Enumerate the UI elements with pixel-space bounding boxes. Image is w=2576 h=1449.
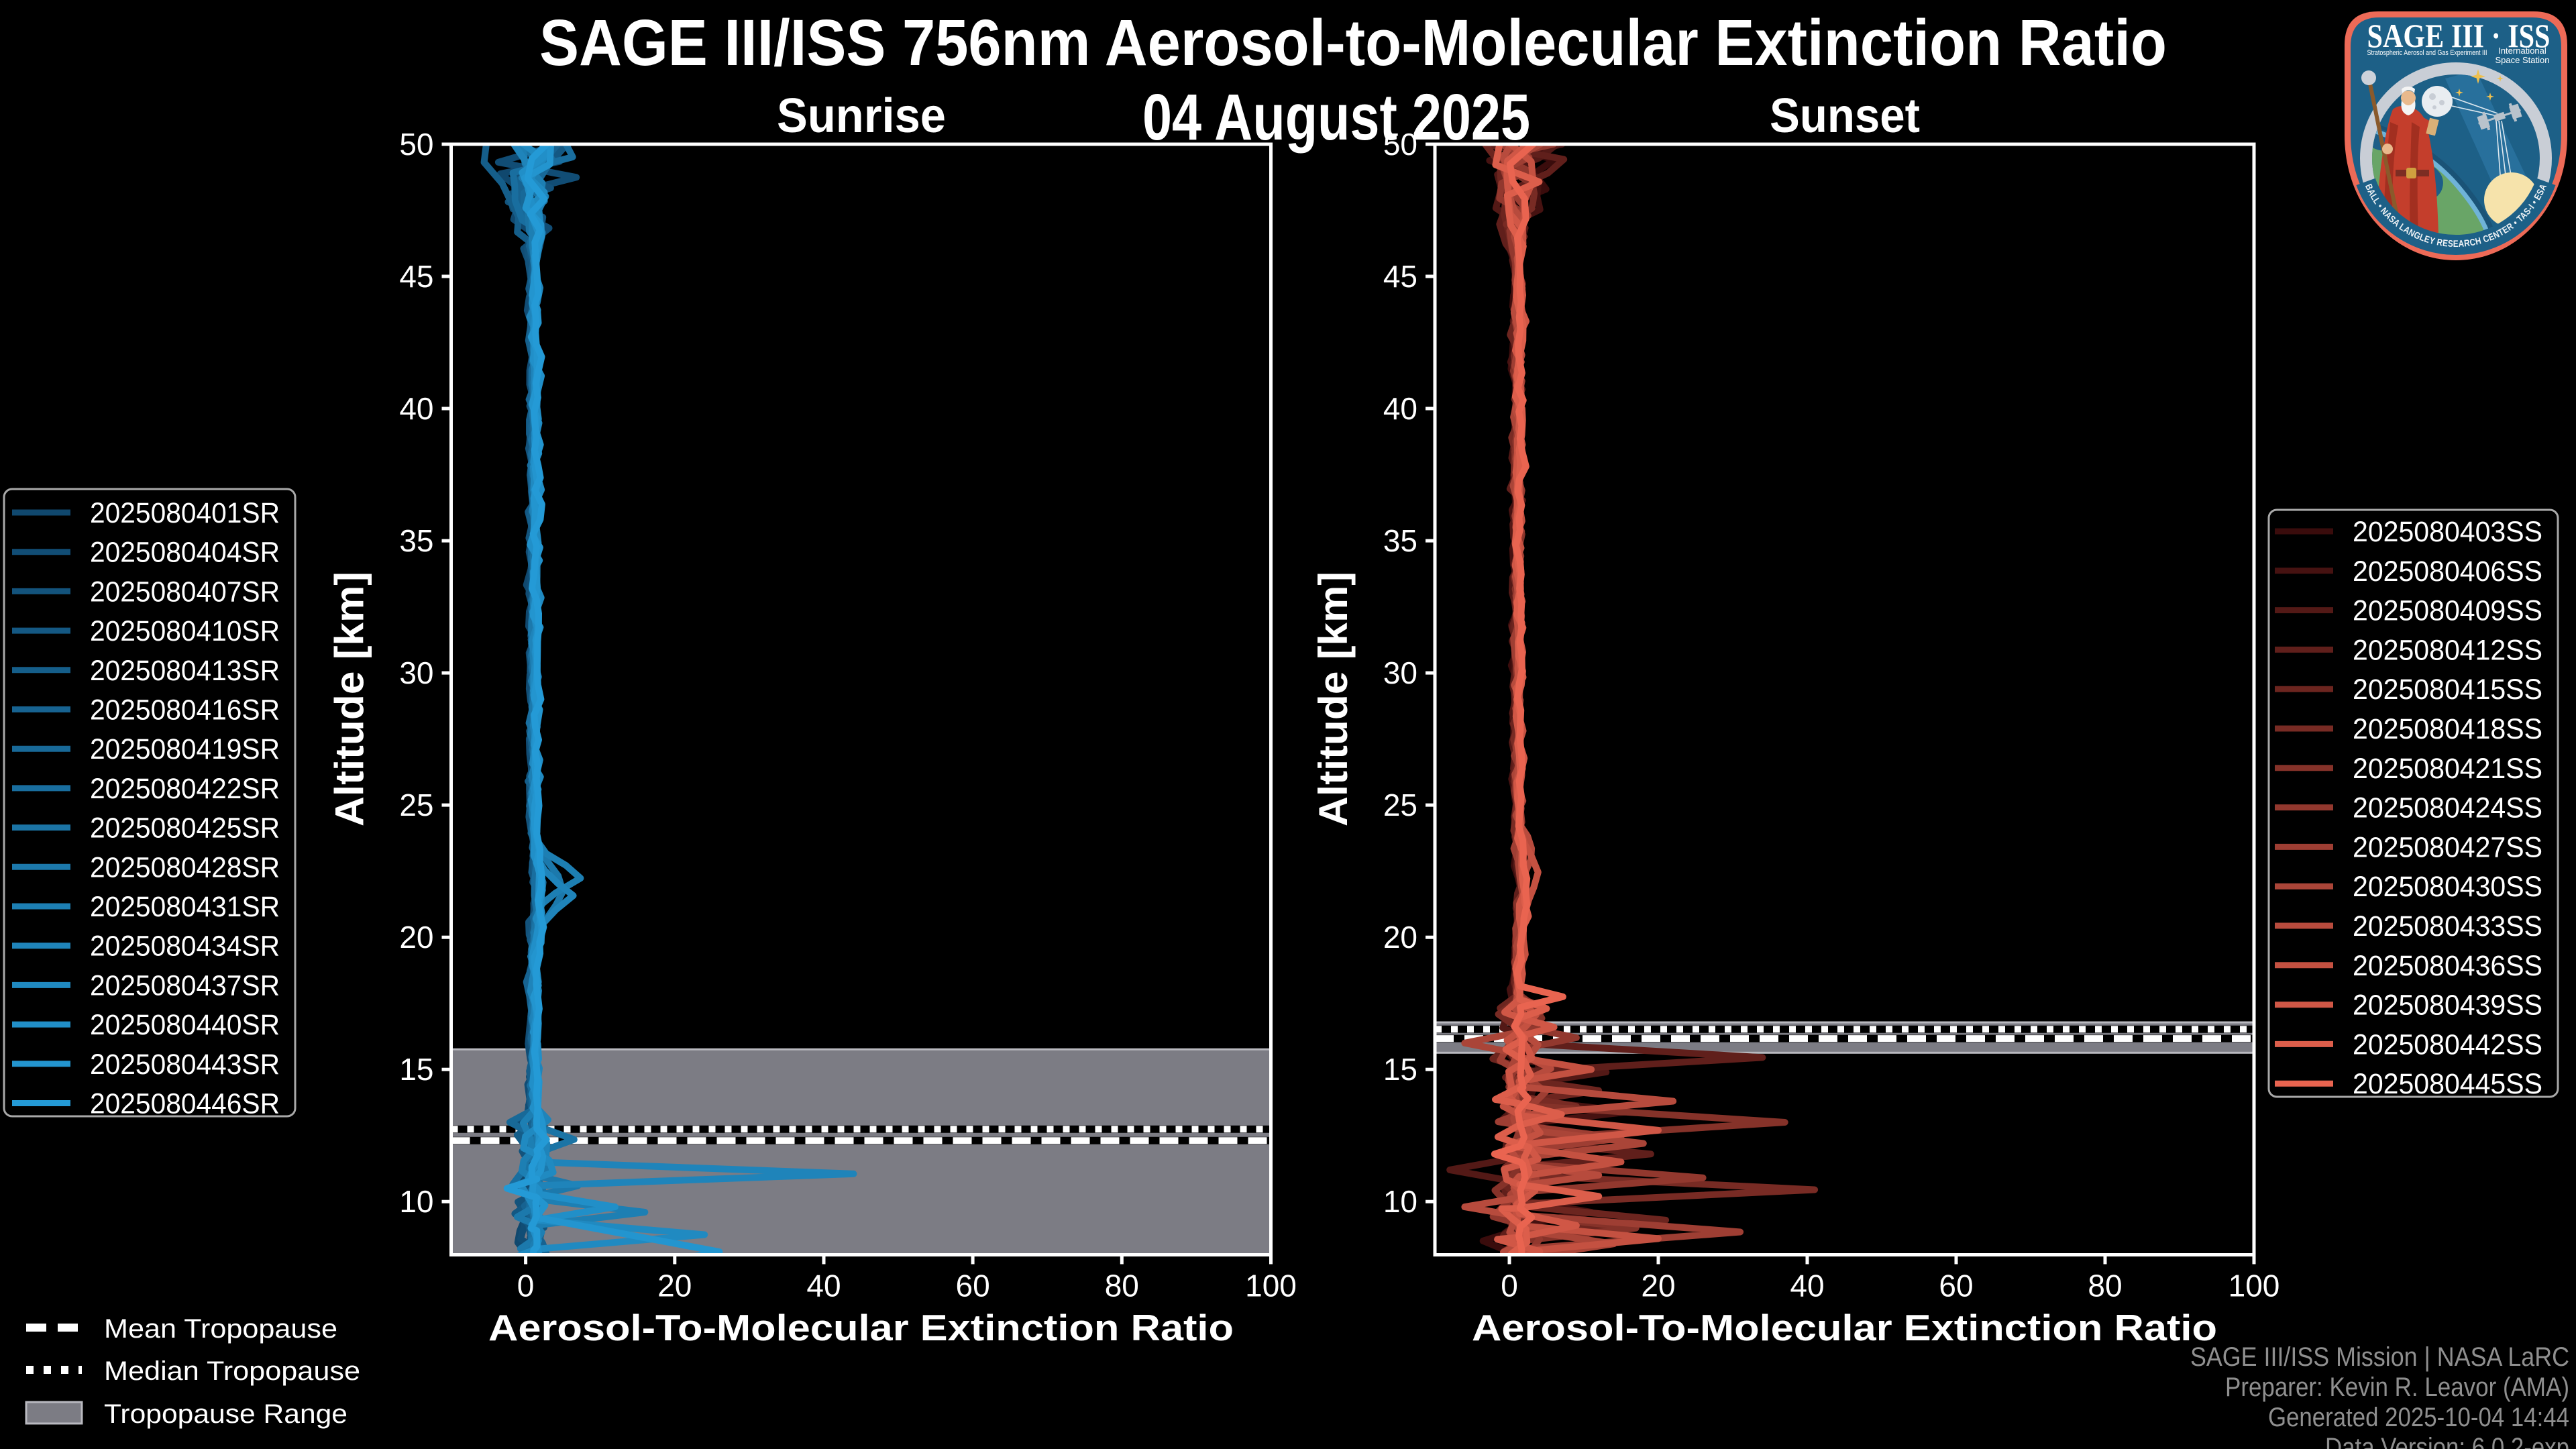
svg-text:SAGE III/ISS 756nm Aerosol-to-: SAGE III/ISS 756nm Aerosol-to-Molecular … bbox=[539, 6, 2167, 79]
svg-text:2025080419SR: 2025080419SR bbox=[90, 733, 280, 765]
svg-text:2025080439SS: 2025080439SS bbox=[2353, 989, 2542, 1022]
svg-text:2025080442SS: 2025080442SS bbox=[2353, 1028, 2542, 1061]
svg-text:04 August 2025: 04 August 2025 bbox=[1142, 80, 1530, 154]
svg-text:10: 10 bbox=[1383, 1184, 1417, 1219]
svg-text:40: 40 bbox=[1383, 391, 1417, 426]
svg-text:60: 60 bbox=[956, 1269, 990, 1303]
svg-text:80: 80 bbox=[1105, 1269, 1139, 1303]
svg-text:40: 40 bbox=[1790, 1269, 1824, 1303]
svg-text:2025080409SS: 2025080409SS bbox=[2353, 595, 2542, 627]
svg-text:2025080433SS: 2025080433SS bbox=[2353, 910, 2542, 943]
svg-text:2025080431SR: 2025080431SR bbox=[90, 891, 280, 923]
svg-text:SAGE III · ISS: SAGE III · ISS bbox=[2367, 17, 2551, 54]
svg-text:Aerosol-To-Molecular Extinctio: Aerosol-To-Molecular Extinction Ratio bbox=[1472, 1307, 2217, 1348]
svg-text:30: 30 bbox=[399, 655, 433, 690]
svg-text:25: 25 bbox=[399, 788, 433, 822]
svg-text:2025080440SR: 2025080440SR bbox=[90, 1009, 280, 1041]
svg-text:2025080418SS: 2025080418SS bbox=[2353, 713, 2542, 745]
svg-text:2025080443SR: 2025080443SR bbox=[90, 1049, 280, 1081]
svg-text:30: 30 bbox=[1383, 655, 1417, 690]
svg-text:2025080446SR: 2025080446SR bbox=[90, 1088, 280, 1120]
svg-text:2025080430SS: 2025080430SS bbox=[2353, 871, 2542, 903]
svg-text:20: 20 bbox=[1383, 920, 1417, 955]
svg-text:2025080434SR: 2025080434SR bbox=[90, 930, 280, 963]
svg-text:2025080407SR: 2025080407SR bbox=[90, 576, 280, 608]
svg-text:100: 100 bbox=[1245, 1269, 1297, 1303]
svg-text:Altitude [km]: Altitude [km] bbox=[327, 572, 372, 826]
svg-text:80: 80 bbox=[2088, 1269, 2122, 1303]
svg-text:40: 40 bbox=[806, 1269, 841, 1303]
svg-text:2025080415SS: 2025080415SS bbox=[2353, 674, 2542, 706]
svg-text:Space Station: Space Station bbox=[2496, 55, 2550, 65]
svg-text:Mean Tropopause: Mean Tropopause bbox=[104, 1314, 337, 1344]
svg-text:2025080412SS: 2025080412SS bbox=[2353, 634, 2542, 666]
svg-text:Stratospheric Aerosol and Gas: Stratospheric Aerosol and Gas Experiment… bbox=[2367, 49, 2487, 57]
svg-text:15: 15 bbox=[399, 1052, 433, 1087]
svg-text:Preparer: Kevin R. Leavor (AMA: Preparer: Kevin R. Leavor (AMA) bbox=[2225, 1373, 2569, 1402]
svg-text:60: 60 bbox=[1939, 1269, 1973, 1303]
svg-text:40: 40 bbox=[399, 391, 433, 426]
svg-text:2025080445SS: 2025080445SS bbox=[2353, 1068, 2542, 1100]
svg-text:35: 35 bbox=[399, 523, 433, 558]
svg-text:35: 35 bbox=[1383, 523, 1417, 558]
svg-text:2025080404SR: 2025080404SR bbox=[90, 537, 280, 569]
svg-text:Sunset: Sunset bbox=[1770, 89, 1920, 143]
svg-text:2025080436SS: 2025080436SS bbox=[2353, 950, 2542, 982]
svg-text:Median Tropopause: Median Tropopause bbox=[104, 1356, 360, 1386]
svg-text:Tropopause Range: Tropopause Range bbox=[104, 1399, 347, 1429]
svg-text:20: 20 bbox=[399, 920, 433, 955]
svg-text:2025080401SR: 2025080401SR bbox=[90, 497, 280, 529]
svg-text:2025080416SR: 2025080416SR bbox=[90, 694, 280, 727]
svg-text:Sunrise: Sunrise bbox=[777, 89, 946, 143]
svg-text:2025080406SS: 2025080406SS bbox=[2353, 555, 2542, 588]
svg-text:Data Version: 6.0.2-exp: Data Version: 6.0.2-exp bbox=[2325, 1433, 2569, 1449]
svg-text:10: 10 bbox=[399, 1184, 433, 1219]
svg-text:Aerosol-To-Molecular Extinctio: Aerosol-To-Molecular Extinction Ratio bbox=[488, 1307, 1234, 1348]
svg-text:20: 20 bbox=[1641, 1269, 1675, 1303]
svg-text:25: 25 bbox=[1383, 788, 1417, 822]
svg-text:50: 50 bbox=[399, 127, 433, 162]
svg-text:2025080425SR: 2025080425SR bbox=[90, 812, 280, 845]
svg-text:2025080424SS: 2025080424SS bbox=[2353, 792, 2542, 824]
svg-text:2025080403SS: 2025080403SS bbox=[2353, 516, 2542, 548]
svg-text:2025080428SR: 2025080428SR bbox=[90, 851, 280, 883]
svg-text:2025080410SR: 2025080410SR bbox=[90, 615, 280, 647]
svg-text:20: 20 bbox=[657, 1269, 692, 1303]
svg-text:2025080427SS: 2025080427SS bbox=[2353, 831, 2542, 863]
svg-text:2025080421SS: 2025080421SS bbox=[2353, 753, 2542, 785]
svg-text:2025080437SR: 2025080437SR bbox=[90, 969, 280, 1002]
svg-text:2025080413SR: 2025080413SR bbox=[90, 655, 280, 687]
svg-text:0: 0 bbox=[517, 1269, 535, 1303]
svg-text:2025080422SR: 2025080422SR bbox=[90, 773, 280, 805]
svg-text:Altitude [km]: Altitude [km] bbox=[1311, 572, 1356, 826]
svg-text:100: 100 bbox=[2229, 1269, 2280, 1303]
svg-text:Generated 2025-10-04 14:44: Generated 2025-10-04 14:44 bbox=[2268, 1403, 2569, 1432]
svg-text:0: 0 bbox=[1501, 1269, 1518, 1303]
svg-text:International: International bbox=[2498, 46, 2546, 56]
svg-text:SAGE III/ISS Mission | NASA La: SAGE III/ISS Mission | NASA LaRC bbox=[2190, 1342, 2569, 1372]
svg-text:50: 50 bbox=[1383, 127, 1417, 162]
svg-text:45: 45 bbox=[399, 259, 433, 294]
svg-text:45: 45 bbox=[1383, 259, 1417, 294]
svg-text:15: 15 bbox=[1383, 1052, 1417, 1087]
